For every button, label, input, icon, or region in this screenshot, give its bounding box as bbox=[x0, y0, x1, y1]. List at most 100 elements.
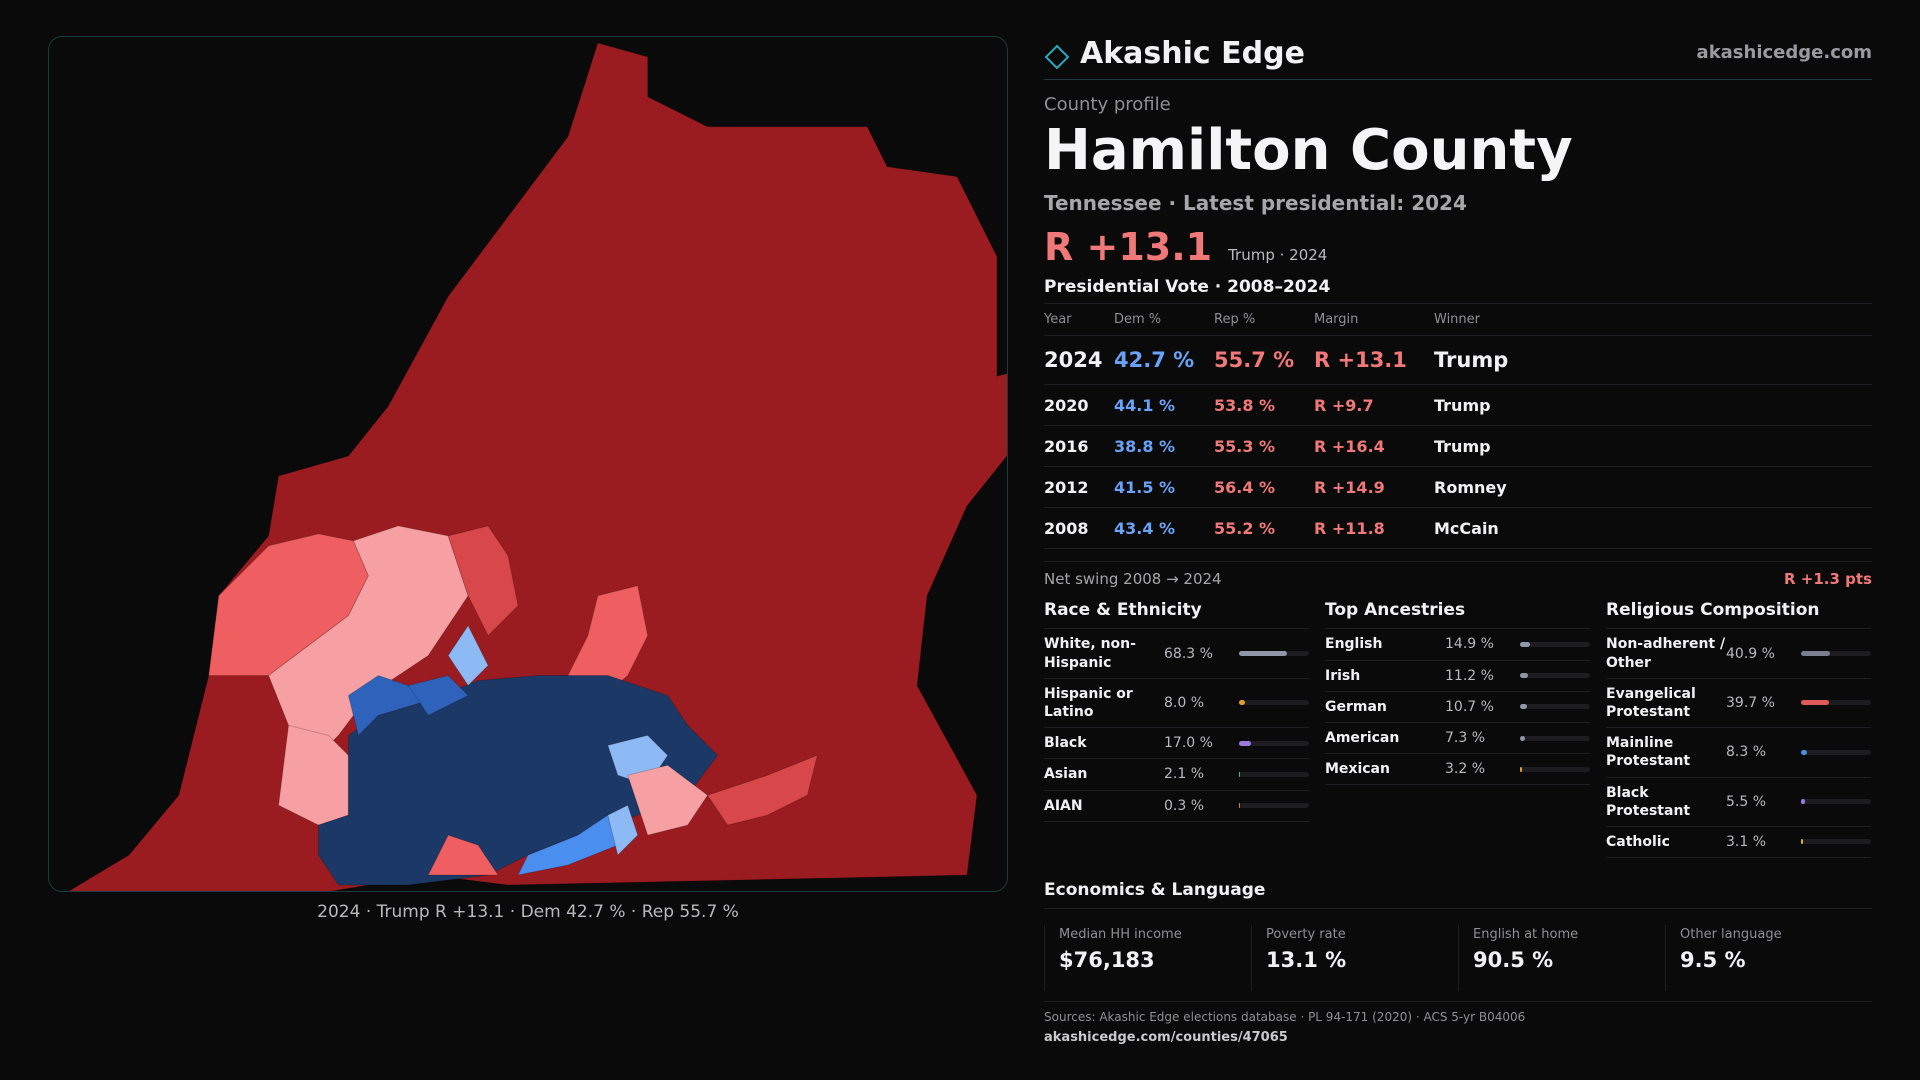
religion-label: Mainline Protestant bbox=[1606, 735, 1691, 770]
religion-bar-fill bbox=[1801, 839, 1804, 845]
row-winner: Trump bbox=[1434, 425, 1872, 468]
religion-bar-track bbox=[1801, 799, 1871, 805]
ancestry-bar-fill bbox=[1520, 735, 1526, 741]
stat-value: 13.1 % bbox=[1266, 948, 1347, 973]
race-row: Hispanic or Latino 8.0 % bbox=[1044, 679, 1309, 729]
race-value: 0.3 % bbox=[1164, 797, 1205, 814]
row-dem: 42.7 % bbox=[1114, 335, 1214, 386]
vote-section-title: Presidential Vote · 2008–2024 bbox=[1044, 277, 1331, 298]
religion-value: 39.7 % bbox=[1726, 694, 1775, 711]
ancestry-bar-track bbox=[1520, 766, 1590, 772]
race-label: White, non-Hispanic bbox=[1044, 636, 1136, 671]
religion-value: 8.3 % bbox=[1726, 744, 1767, 761]
race-value: 17.0 % bbox=[1164, 735, 1213, 752]
race-value: 2.1 % bbox=[1164, 766, 1205, 783]
row-rep: 55.7 % bbox=[1214, 335, 1314, 386]
religion-label: Non-adherent / Other bbox=[1606, 636, 1726, 671]
row-winner: Trump bbox=[1434, 335, 1872, 386]
table-row: 2012 41.5 % 56.4 % R +14.9 Romney bbox=[1044, 466, 1872, 509]
ancestry-row: German 10.7 % bbox=[1325, 692, 1590, 723]
precinct-tilt-r-southeast[interactable] bbox=[627, 764, 709, 836]
race-title: Race & Ethnicity bbox=[1044, 600, 1309, 630]
ancestry-label: Irish bbox=[1325, 667, 1361, 684]
religion-bar-fill bbox=[1801, 700, 1829, 706]
profile-panel: Akashic Edge akashicedge.com County prof… bbox=[1044, 36, 1872, 1045]
ancestry-row: American 7.3 % bbox=[1325, 723, 1590, 755]
race-label: Hispanic or Latino bbox=[1044, 685, 1133, 720]
religion-panel: Religious Composition Non-adherent / Oth… bbox=[1606, 600, 1871, 859]
sources-note: Sources: Akashic Edge elections database… bbox=[1044, 1010, 1526, 1025]
precinct-lean-r-center[interactable] bbox=[447, 525, 519, 637]
race-value: 68.3 % bbox=[1164, 645, 1213, 662]
stat-key: Other language bbox=[1680, 927, 1782, 943]
ancestry-panel: Top Ancestries English 14.9 % Irish 11.2 % G… bbox=[1325, 600, 1590, 858]
county-map[interactable] bbox=[48, 36, 1008, 892]
row-year: 2024 bbox=[1044, 335, 1114, 386]
row-dem: 43.4 % bbox=[1114, 507, 1214, 550]
ancestry-label: German bbox=[1325, 698, 1387, 715]
demographics: Race & Ethnicity White, non-Hispanic 68.3… bbox=[1044, 600, 1872, 859]
religion-value: 3.1 % bbox=[1726, 833, 1767, 850]
race-row: Asian 2.1 % bbox=[1044, 759, 1309, 791]
race-bar-track bbox=[1239, 771, 1309, 777]
col-year-header: Year bbox=[1044, 303, 1114, 337]
headline-result: R +13.1 Trump · 2024 bbox=[1044, 225, 1872, 269]
col-margin-header: Margin bbox=[1314, 303, 1434, 337]
brand-url[interactable]: akashicedge.com bbox=[1696, 42, 1872, 63]
precinct-map-svg[interactable] bbox=[49, 37, 1007, 891]
ancestry-bar-fill bbox=[1520, 704, 1528, 710]
religion-bar-track bbox=[1801, 700, 1871, 706]
ancestry-row: English 14.9 % bbox=[1325, 629, 1590, 661]
row-rep: 53.8 % bbox=[1214, 384, 1314, 427]
ancestry-value: 10.7 % bbox=[1445, 698, 1494, 715]
row-winner: Romney bbox=[1434, 466, 1872, 509]
precinct-tilt-d-south[interactable] bbox=[607, 804, 639, 857]
economics-cards: Median HH income $76,183 Poverty rate 13… bbox=[1044, 925, 1872, 992]
ancestry-bar-fill bbox=[1520, 766, 1523, 772]
race-bar-fill bbox=[1239, 651, 1287, 657]
religion-label: Evangelical Protestant bbox=[1606, 685, 1696, 720]
precinct-lean-r-southeast[interactable] bbox=[706, 754, 819, 826]
table-row: 2008 43.4 % 55.2 % R +11.8 McCain bbox=[1044, 507, 1872, 550]
race-bar-track bbox=[1239, 803, 1309, 809]
race-bar-track bbox=[1239, 700, 1309, 706]
precinct-likely-r-south[interactable] bbox=[427, 834, 500, 876]
net-swing: Net swing 2008 → 2024 R +1.3 pts bbox=[1044, 561, 1872, 588]
ancestry-bar-track bbox=[1520, 673, 1590, 679]
ancestry-bar-fill bbox=[1520, 641, 1531, 647]
row-rep: 55.3 % bbox=[1214, 425, 1314, 468]
row-year: 2020 bbox=[1044, 384, 1114, 427]
stat-key: Poverty rate bbox=[1266, 927, 1346, 943]
religion-bar-track bbox=[1801, 749, 1871, 755]
ancestry-row: Mexican 3.2 % bbox=[1325, 754, 1590, 786]
row-dem: 41.5 % bbox=[1114, 466, 1214, 509]
headline-note: Trump · 2024 bbox=[1228, 246, 1328, 265]
page-title: Hamilton County bbox=[1044, 118, 1573, 183]
profile-subtitle: Tennessee · Latest presidential: 2024 bbox=[1044, 191, 1467, 216]
swing-value: R +1.3 pts bbox=[1784, 570, 1872, 589]
col-rep-header: Rep % bbox=[1214, 303, 1314, 337]
stat-value: 90.5 % bbox=[1473, 948, 1554, 973]
county-link[interactable]: akashicedge.com/counties/47065 bbox=[1044, 1030, 1288, 1046]
table-row: 2024 42.7 % 55.7 % R +13.1 Trump bbox=[1044, 335, 1872, 386]
ancestry-bar-track bbox=[1520, 735, 1590, 741]
row-year: 2016 bbox=[1044, 425, 1114, 468]
religion-title: Religious Composition bbox=[1606, 600, 1871, 630]
row-year: 2012 bbox=[1044, 466, 1114, 509]
race-value: 8.0 % bbox=[1164, 694, 1205, 711]
religion-row: Evangelical Protestant 39.7 % bbox=[1606, 679, 1871, 729]
religion-bar-fill bbox=[1801, 749, 1807, 755]
row-rep: 56.4 % bbox=[1214, 466, 1314, 509]
row-winner: Trump bbox=[1434, 384, 1872, 427]
brand-header: Akashic Edge akashicedge.com bbox=[1044, 36, 1872, 80]
religion-value: 40.9 % bbox=[1726, 645, 1775, 662]
precinct-likely-d-mid[interactable] bbox=[407, 674, 469, 717]
economics-title: Economics & Language bbox=[1044, 880, 1872, 910]
ancestry-row: Irish 11.2 % bbox=[1325, 661, 1590, 692]
precinct-tilt-d-north[interactable] bbox=[447, 624, 489, 687]
race-label: Black bbox=[1044, 735, 1087, 752]
race-panel: Race & Ethnicity White, non-Hispanic 68.3… bbox=[1044, 600, 1309, 858]
brand-name: Akashic Edge bbox=[1080, 36, 1305, 71]
race-row: White, non-Hispanic 68.3 % bbox=[1044, 629, 1309, 679]
race-label: Asian bbox=[1044, 766, 1088, 783]
